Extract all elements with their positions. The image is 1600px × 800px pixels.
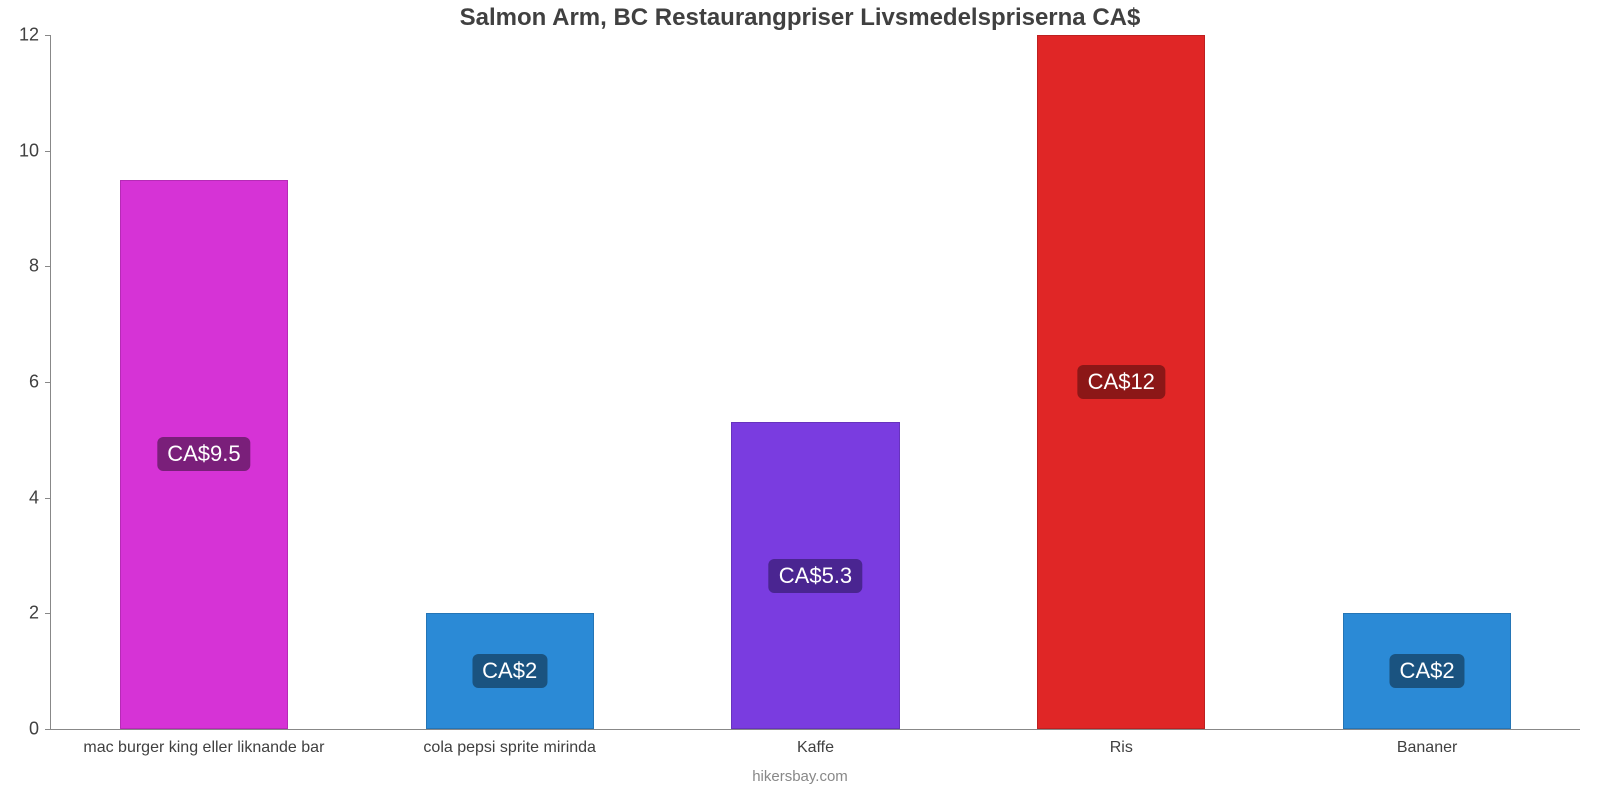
y-tick-label: 4 bbox=[29, 487, 39, 508]
y-tick-mark bbox=[45, 266, 51, 267]
x-tick-label: mac burger king eller liknande bar bbox=[83, 739, 324, 757]
plot-area: CA$9.5mac burger king eller liknande bar… bbox=[50, 35, 1580, 730]
y-tick-mark bbox=[45, 613, 51, 614]
y-tick-label: 0 bbox=[29, 719, 39, 740]
bar-value-label: CA$9.5 bbox=[157, 437, 250, 471]
y-tick-mark bbox=[45, 382, 51, 383]
bar-value-label: CA$12 bbox=[1078, 365, 1165, 399]
bar: CA$12 bbox=[1037, 35, 1205, 729]
y-tick-label: 8 bbox=[29, 256, 39, 277]
bar-slot: CA$5.3Kaffe bbox=[663, 35, 969, 729]
y-tick-mark bbox=[45, 498, 51, 499]
y-tick-label: 2 bbox=[29, 603, 39, 624]
bar-slot: CA$2Bananer bbox=[1274, 35, 1580, 729]
bar: CA$2 bbox=[426, 613, 594, 729]
y-tick-mark bbox=[45, 151, 51, 152]
bar-value-label: CA$2 bbox=[1390, 654, 1465, 688]
bar-slot: CA$12Ris bbox=[968, 35, 1274, 729]
bar: CA$5.3 bbox=[731, 422, 899, 729]
x-tick-label: Ris bbox=[1110, 739, 1133, 757]
y-tick-label: 12 bbox=[19, 25, 39, 46]
bar-slot: CA$9.5mac burger king eller liknande bar bbox=[51, 35, 357, 729]
bar-value-label: CA$5.3 bbox=[769, 559, 862, 593]
x-tick-label: Bananer bbox=[1397, 739, 1458, 757]
y-tick-label: 6 bbox=[29, 372, 39, 393]
source-label: hikersbay.com bbox=[0, 768, 1600, 785]
bars-container: CA$9.5mac burger king eller liknande bar… bbox=[51, 35, 1580, 729]
bar-slot: CA$2cola pepsi sprite mirinda bbox=[357, 35, 663, 729]
y-tick-mark bbox=[45, 35, 51, 36]
y-tick-label: 10 bbox=[19, 140, 39, 161]
bar: CA$9.5 bbox=[120, 180, 288, 729]
bar-value-label: CA$2 bbox=[472, 654, 547, 688]
x-tick-label: Kaffe bbox=[797, 739, 834, 757]
x-tick-label: cola pepsi sprite mirinda bbox=[423, 739, 596, 757]
bar: CA$2 bbox=[1343, 613, 1511, 729]
y-tick-mark bbox=[45, 729, 51, 730]
chart-title: Salmon Arm, BC Restaurangpriser Livsmede… bbox=[0, 4, 1600, 32]
